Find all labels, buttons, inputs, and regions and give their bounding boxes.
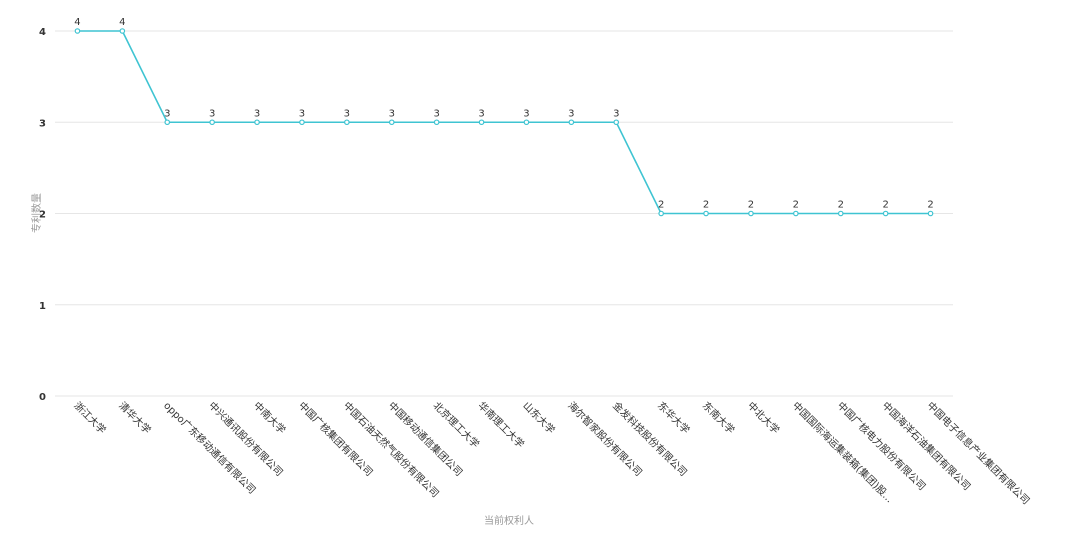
y-tick-label: 0 (39, 392, 46, 403)
data-label: 3 (523, 108, 529, 119)
point (703, 210, 709, 217)
point (299, 119, 305, 126)
y-tick-label: 2 (39, 210, 46, 221)
point (209, 119, 215, 126)
x-tick-label: 华南理工大学 (475, 399, 527, 451)
data-label: 2 (748, 200, 754, 211)
x-tick-label: oppo广东移动通信有限公司 (161, 399, 259, 497)
data-label: 2 (793, 200, 799, 211)
x-tick-label: 中国广核集团有限公司 (296, 399, 376, 479)
y-tick-label: 3 (39, 118, 46, 129)
x-tick-label: 浙江大学 (71, 399, 108, 436)
x-tick-label: 中南大学 (251, 399, 288, 436)
point (837, 210, 844, 217)
point (344, 119, 350, 126)
point (388, 119, 395, 126)
y-tick-label: 4 (39, 27, 46, 38)
data-label: 3 (209, 108, 215, 119)
point (478, 119, 485, 126)
point (433, 119, 440, 126)
x-tick-label: 北京理工大学 (431, 399, 483, 451)
point (793, 210, 799, 217)
data-label: 3 (164, 108, 170, 119)
data-label: 4 (119, 17, 125, 28)
x-tick-label: 清华大学 (116, 399, 153, 436)
x-tick-label: 中北大学 (745, 399, 782, 436)
point (568, 119, 575, 126)
data-label: 3 (389, 108, 395, 119)
data-label: 3 (613, 108, 619, 119)
x-tick-label: 中国石油天然气股份有限公司 (341, 399, 442, 500)
line (77, 30, 931, 215)
x-tick-label: 东华大学 (655, 399, 692, 436)
data-label: 4 (74, 17, 80, 28)
x-tick-label: 中国移动通信集团公司 (386, 399, 466, 479)
data-label: 3 (568, 108, 574, 119)
data-label: 2 (927, 200, 933, 211)
data-label: 2 (658, 200, 664, 211)
x-tick-label: 东南大学 (700, 399, 737, 436)
point (927, 210, 934, 217)
point (74, 28, 81, 34)
y-axis-title: 专利数量 (30, 193, 43, 233)
data-label: 3 (254, 108, 260, 119)
x-tick-label: 山东大学 (520, 399, 557, 436)
data-label: 2 (882, 200, 888, 211)
x-tick-label: 海尔智家股份有限公司 (565, 399, 645, 479)
data-label: 3 (433, 108, 439, 119)
data-label: 2 (703, 200, 709, 211)
point (119, 28, 126, 34)
x-tick-label: 中兴通讯股份有限公司 (206, 399, 286, 479)
data-label: 3 (478, 108, 484, 119)
x-tick-label: 中国广核电力股份有限公司 (835, 399, 929, 493)
x-tick-label: 金发科技股份有限公司 (610, 399, 690, 479)
point (748, 210, 754, 217)
point (164, 119, 171, 126)
point (523, 119, 530, 126)
data-label: 2 (838, 200, 844, 211)
x-axis-title: 当前权利人 (484, 514, 534, 527)
y-tick-label: 1 (39, 301, 46, 312)
point (254, 119, 260, 126)
x-tick-label: 中国海洋石油集团有限公司 (880, 399, 974, 493)
data-label: 3 (344, 108, 350, 119)
point (613, 119, 620, 126)
point (658, 210, 664, 217)
data-label: 3 (299, 108, 305, 119)
point (882, 210, 889, 217)
